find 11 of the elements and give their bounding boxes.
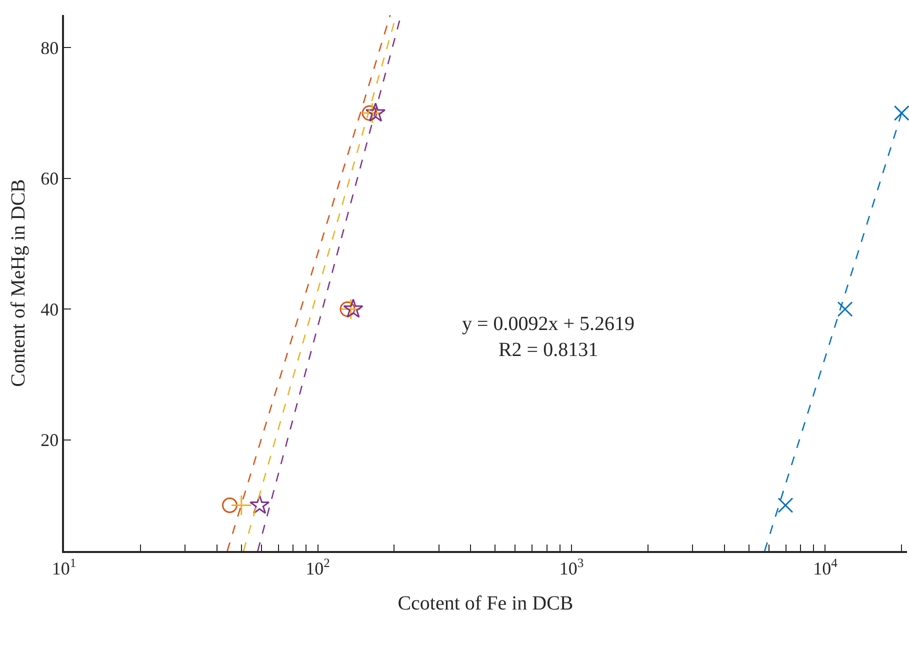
y-tick-label: 60: [40, 168, 59, 189]
y-tick-label: 80: [40, 38, 59, 58]
y-axis-title: Content of MeHg in DCB: [8, 179, 30, 387]
y-tick-label: 40: [40, 299, 59, 320]
x-tick-label: 10$^{1}$: [52, 556, 76, 578]
annotation: y = 0.0092x + 5.2619 R2 = 0.8131: [462, 313, 635, 361]
x-tick-label: 10$^{2}$: [306, 556, 330, 578]
x-axis-title: Ccotent of Fe in DCB: [398, 592, 574, 614]
y-tick-label: 20: [40, 430, 59, 450]
x-tick-label: 10$^{3}$: [559, 556, 584, 578]
x-tick-label: 10$^{4}$: [813, 556, 838, 578]
